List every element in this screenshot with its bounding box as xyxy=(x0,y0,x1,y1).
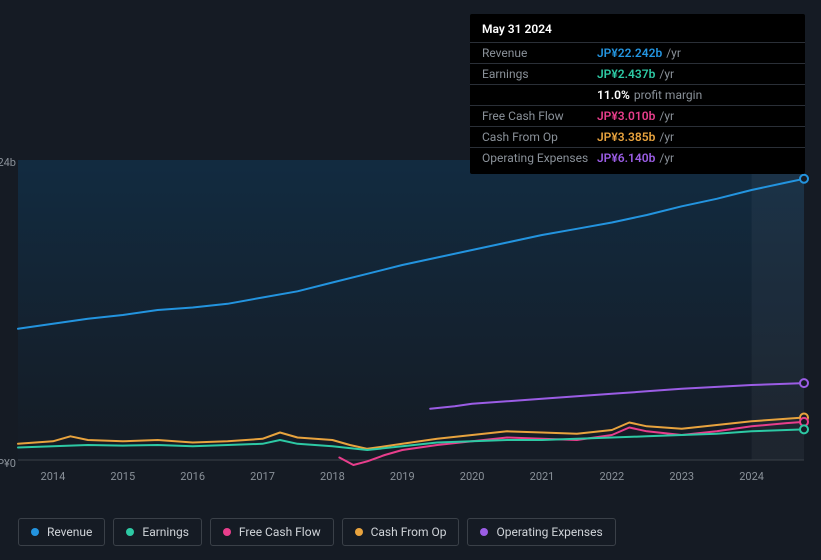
legend-dot-icon xyxy=(355,528,363,536)
tooltip-row-label: Free Cash Flow xyxy=(482,109,597,123)
tooltip-row: 11.0% profit margin xyxy=(470,84,805,105)
tooltip-row: Cash From OpJP¥3.385b/yr xyxy=(470,126,805,147)
tooltip-row: EarningsJP¥2.437b/yr xyxy=(470,63,805,84)
tooltip-row-value: 11.0% xyxy=(597,88,630,102)
series-line xyxy=(18,418,804,449)
tooltip-row-label: Operating Expenses xyxy=(482,151,597,165)
legend-dot-icon xyxy=(31,528,39,536)
y-axis-max: JP¥24b xyxy=(0,156,16,169)
tooltip-row-value: JP¥2.437b xyxy=(597,67,655,81)
x-tick: 2018 xyxy=(320,470,345,483)
series-end-marker xyxy=(800,175,808,183)
tooltip-row: Free Cash FlowJP¥3.010b/yr xyxy=(470,105,805,126)
legend-item[interactable]: Cash From Op xyxy=(342,518,460,546)
x-tick: 2023 xyxy=(669,470,694,483)
legend-label: Cash From Op xyxy=(371,525,447,539)
legend-label: Operating Expenses xyxy=(496,525,602,539)
series-line xyxy=(18,429,804,450)
tooltip-row-value: JP¥3.385b xyxy=(597,130,655,144)
legend-dot-icon xyxy=(480,528,488,536)
tooltip-row-label: Revenue xyxy=(482,46,597,60)
series-line xyxy=(18,179,804,329)
tooltip-rows: RevenueJP¥22.242b/yrEarningsJP¥2.437b/yr… xyxy=(470,42,805,168)
x-tick: 2019 xyxy=(390,470,415,483)
series-end-marker xyxy=(800,425,808,433)
chart-plot[interactable] xyxy=(18,160,804,460)
x-tick: 2024 xyxy=(739,470,764,483)
legend-label: Earnings xyxy=(142,525,189,539)
legend-label: Free Cash Flow xyxy=(239,525,321,539)
x-tick: 2020 xyxy=(460,470,485,483)
x-axis: 2014 2015 2016 2017 2018 2019 2020 2021 2022 2023… xyxy=(18,470,804,490)
future-shade xyxy=(752,160,804,460)
y-axis-min: JP¥0 xyxy=(0,457,16,470)
series-line xyxy=(430,383,804,409)
tooltip-row-unit: /yr xyxy=(659,130,674,144)
legend-item[interactable]: Revenue xyxy=(18,518,105,546)
chart-area: JP¥24b JP¥0 2014201520162017201820192020… xyxy=(18,160,804,490)
x-tick: 2022 xyxy=(599,470,624,483)
tooltip-date: May 31 2024 xyxy=(470,22,805,42)
tooltip-row-label: Earnings xyxy=(482,67,597,81)
x-tick: 2017 xyxy=(250,470,275,483)
legend-item[interactable]: Operating Expenses xyxy=(467,518,615,546)
tooltip-row-unit: /yr xyxy=(666,46,681,60)
series-end-marker xyxy=(800,379,808,387)
tooltip-row-unit: /yr xyxy=(659,67,674,81)
tooltip-row-label: Cash From Op xyxy=(482,130,597,144)
x-tick: 2015 xyxy=(110,470,135,483)
legend: Revenue Earnings Free Cash Flow Cash From O… xyxy=(18,518,616,546)
legend-dot-icon xyxy=(126,528,134,536)
x-tick: 2014 xyxy=(41,470,66,483)
chart-svg xyxy=(18,160,804,460)
tooltip-row: Operating ExpensesJP¥6.140b/yr xyxy=(470,147,805,168)
legend-item[interactable]: Free Cash Flow xyxy=(210,518,334,546)
tooltip-row-value: JP¥22.242b xyxy=(597,46,662,60)
tooltip-row-value: JP¥6.140b xyxy=(597,151,655,165)
tooltip-row: RevenueJP¥22.242b/yr xyxy=(470,42,805,63)
x-tick: 2021 xyxy=(530,470,555,483)
legend-label: Revenue xyxy=(47,525,92,539)
tooltip-panel: May 31 2024 RevenueJP¥22.242b/yrEarnings… xyxy=(470,14,805,174)
tooltip-row-unit: /yr xyxy=(659,151,674,165)
tooltip-row-value: JP¥3.010b xyxy=(597,109,655,123)
tooltip-row-unit: profit margin xyxy=(634,88,702,102)
x-tick: 2016 xyxy=(180,470,205,483)
legend-item[interactable]: Earnings xyxy=(113,518,202,546)
tooltip-row-unit: /yr xyxy=(659,109,674,123)
legend-dot-icon xyxy=(223,528,231,536)
